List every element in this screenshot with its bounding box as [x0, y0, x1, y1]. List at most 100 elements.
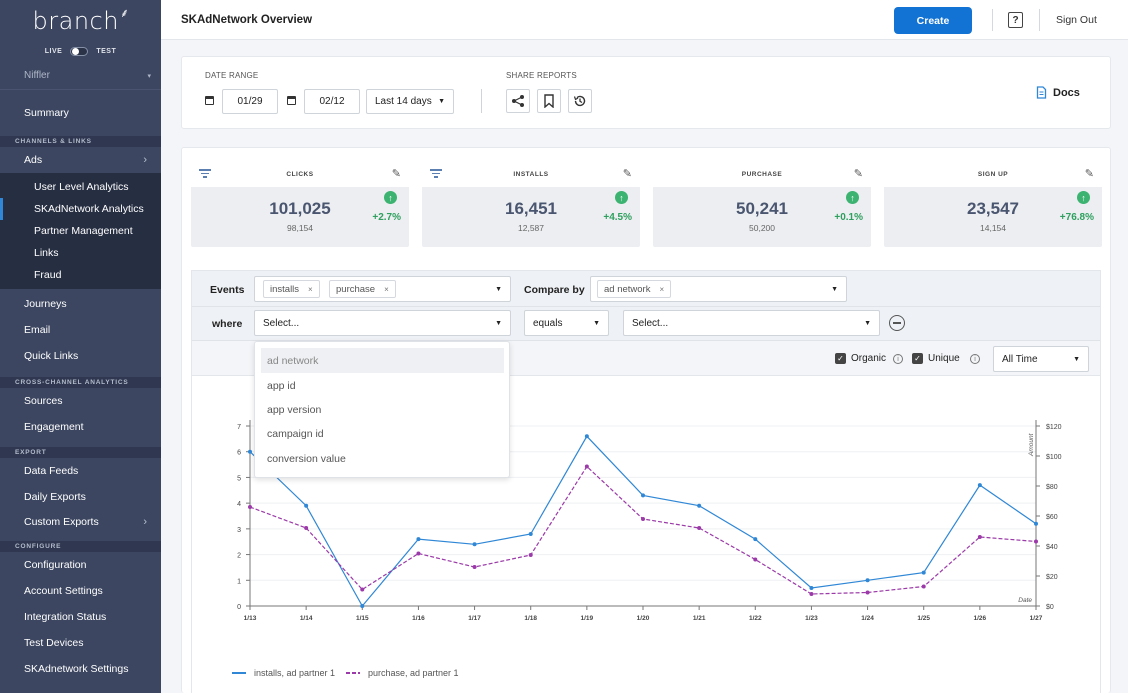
sidebar-item-label: Ads [24, 154, 43, 166]
metric-card-purchase[interactable]: PURCHASE ✎ 50,241 50,200 ↑ +0.1% [653, 161, 871, 247]
dropdown-option[interactable]: app version [267, 403, 322, 416]
close-icon[interactable]: × [659, 284, 665, 294]
card-header [191, 161, 409, 187]
pencil-icon[interactable]: ✎ [622, 168, 632, 180]
sidebar-item-label: Engagement [24, 421, 84, 433]
where-property-select[interactable]: Select... ▼ [254, 310, 511, 336]
info-icon[interactable]: i [893, 354, 903, 364]
filter-icon[interactable] [430, 169, 442, 180]
pencil-icon[interactable]: ✎ [853, 168, 863, 180]
history-icon[interactable] [568, 89, 592, 113]
where-value-select[interactable]: Select... ▼ [623, 310, 880, 336]
create-button[interactable]: Create [894, 7, 972, 34]
sidebar-item-links[interactable]: Links [0, 242, 161, 264]
unique-label: Unique [928, 353, 960, 364]
bookmark-icon[interactable] [537, 89, 561, 113]
sidebar-item-label: Links [34, 247, 59, 259]
data-point-installs [977, 483, 982, 488]
metric-card-clicks[interactable]: CLICKS ✎ 101,025 98,154 ↑ +2.7% [191, 161, 409, 247]
sidebar-item-daily-exports[interactable]: Daily Exports [0, 484, 161, 509]
card-title: CLICKS [286, 171, 314, 178]
caret-down-icon: ▼ [593, 319, 600, 327]
dropdown-option[interactable]: conversion value [267, 452, 346, 465]
dropdown-option[interactable]: campaign id [267, 427, 324, 440]
card-value: 101,025 [269, 199, 331, 218]
legend-purchase[interactable]: purchase, ad partner 1 [346, 668, 459, 678]
sidebar-item-label: SKAdnetwork Settings [24, 663, 129, 675]
branch-logo[interactable]: branch ⸙ [0, 0, 161, 42]
data-point-purchase [641, 517, 645, 521]
close-icon[interactable]: × [384, 284, 389, 294]
time-range-select[interactable]: All Time ▼ [993, 346, 1089, 372]
data-point-installs [809, 586, 814, 590]
sidebar-item-label: Integration Status [24, 611, 107, 623]
right-tick-label: $100 [1046, 454, 1062, 461]
sidebar-item-account-settings[interactable]: Account Settings [0, 578, 161, 604]
event-tag-installs[interactable]: installs × [263, 280, 320, 298]
close-icon[interactable]: × [308, 284, 313, 294]
share-icon[interactable] [506, 89, 530, 113]
x-tick-label: 1/22 [749, 615, 762, 622]
tag-label: purchase [336, 283, 376, 295]
legend-installs[interactable]: installs, ad partner 1 [232, 668, 335, 678]
left-tick-label: 4 [237, 501, 241, 508]
data-point-installs [528, 532, 533, 536]
card-previous-value: 50,200 [749, 223, 775, 233]
right-axis-title: Amount [1028, 432, 1035, 457]
metric-card-sign-up[interactable]: SIGN UP ✎ 23,547 14,154 ↑ +76.8% [884, 161, 1102, 247]
data-point-installs [641, 493, 645, 498]
share-reports-label: SHARE REPORTS [506, 71, 577, 80]
sidebar-item-partner-management[interactable]: Partner Management [0, 220, 161, 242]
start-date-input[interactable]: 01/29 [222, 89, 278, 114]
info-icon[interactable]: i [970, 354, 980, 364]
help-icon[interactable]: ? [1008, 12, 1023, 28]
sidebar-item-summary[interactable]: Summary [0, 90, 161, 136]
card-previous-value: 98,154 [287, 223, 313, 233]
time-range-value: All Time [1002, 353, 1038, 365]
sign-out-link[interactable]: Sign Out [1056, 14, 1097, 26]
sidebar-item-test-devices[interactable]: Test Devices [0, 630, 161, 656]
app-selector[interactable]: Niffler ▾ [0, 62, 161, 90]
metric-card-installs[interactable]: INSTALLS ✎ 16,451 12,587 ↑ +4.5% [422, 161, 640, 247]
card-value: 16,451 [505, 199, 557, 218]
docs-link[interactable]: Docs [1036, 86, 1080, 99]
pencil-icon[interactable]: ✎ [391, 168, 401, 180]
date-preset-select[interactable]: Last 14 days ▼ [366, 89, 454, 114]
sidebar-item-engagement[interactable]: Engagement [0, 414, 161, 440]
unique-checkbox[interactable]: ✓ [912, 353, 923, 364]
pencil-icon[interactable]: ✎ [1084, 168, 1094, 180]
sidebar-item-sources[interactable]: Sources [0, 388, 161, 414]
data-point-installs [416, 537, 421, 542]
left-tick-label: 0 [237, 604, 241, 611]
sidebar-item-user-level-analytics[interactable]: User Level Analytics [0, 176, 161, 198]
remove-filter-icon[interactable] [889, 315, 905, 331]
operator-select[interactable]: equals ▼ [524, 310, 609, 336]
sidebar-item-skadnetwork-analytics[interactable]: SKAdNetwork Analytics [0, 198, 161, 220]
sidebar-item-ads[interactable]: Ads › [0, 147, 161, 173]
logo-text: branch [32, 7, 119, 35]
sidebar-item-fraud[interactable]: Fraud [0, 264, 161, 286]
end-date-input[interactable]: 02/12 [304, 89, 360, 114]
event-tag-purchase[interactable]: purchase × [329, 280, 396, 298]
sidebar-item-configuration[interactable]: Configuration [0, 552, 161, 578]
live-test-toggle[interactable] [70, 46, 89, 56]
compare-tag-ad-network[interactable]: ad network × [597, 280, 672, 298]
arrow-up-icon: ↑ [1077, 191, 1090, 204]
right-tick-label: $60 [1046, 514, 1058, 521]
sidebar-item-custom-exports[interactable]: Custom Exports › [0, 509, 161, 535]
select-placeholder: Select... [632, 317, 669, 329]
dropdown-option[interactable]: ad network [261, 348, 504, 373]
filter-icon[interactable] [199, 169, 211, 180]
card-header [653, 161, 871, 187]
sidebar-item-label: Custom Exports [24, 516, 99, 528]
organic-checkbox[interactable]: ✓ [835, 353, 846, 364]
sidebar-item-data-feeds[interactable]: Data Feeds [0, 458, 161, 484]
leaf-icon: ⸙ [119, 5, 130, 20]
sidebar-item-skadnetwork-settings[interactable]: SKAdnetwork Settings [0, 656, 161, 682]
dropdown-option[interactable]: app id [267, 379, 296, 392]
sidebar-item-journeys[interactable]: Journeys [0, 291, 161, 317]
sidebar-item-email[interactable]: Email [0, 317, 161, 343]
sidebar-item-quick-links[interactable]: Quick Links [0, 343, 161, 369]
sidebar-item-integration-status[interactable]: Integration Status [0, 604, 161, 630]
where-label: where [212, 318, 243, 330]
